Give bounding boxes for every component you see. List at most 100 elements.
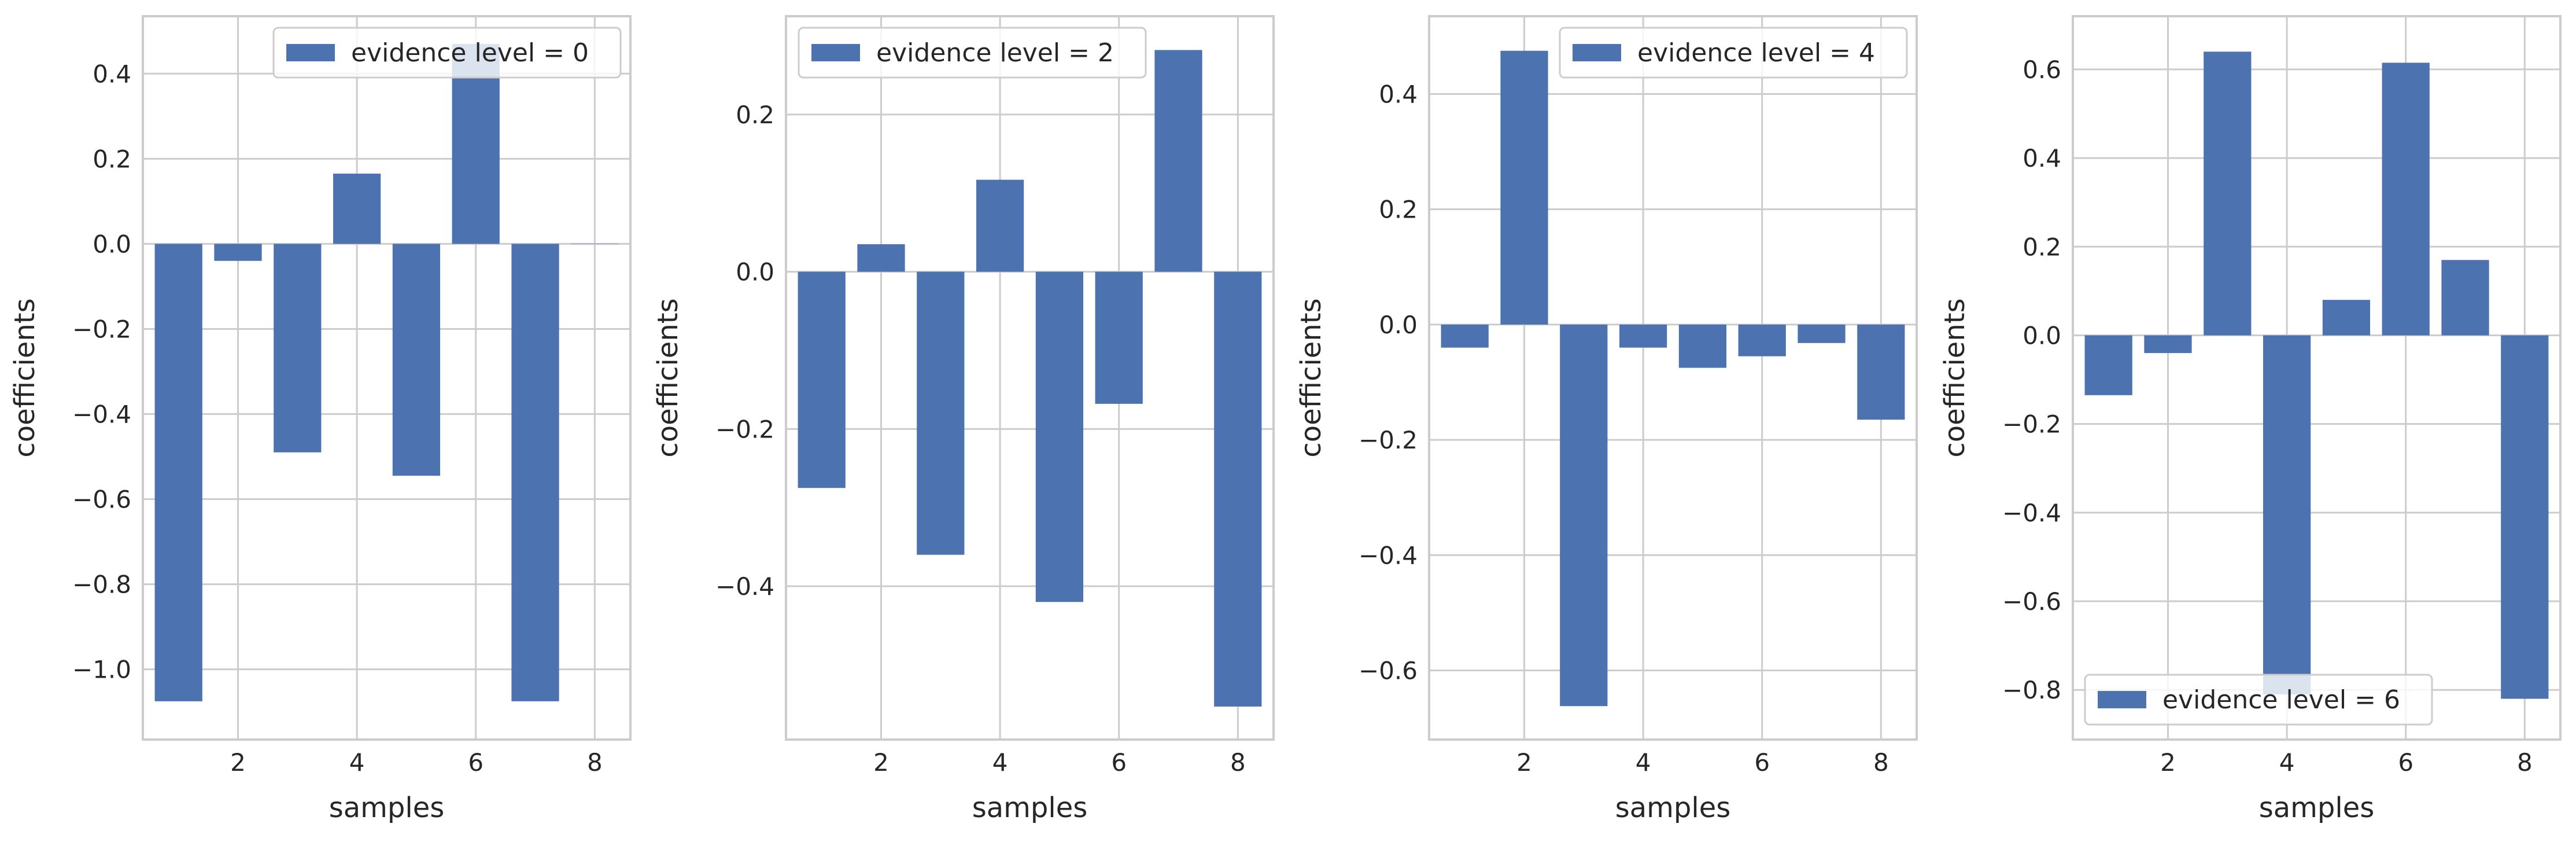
x-tick-label: 8: [1873, 748, 1889, 777]
legend-swatch: [286, 44, 335, 61]
bar-sample-4: [976, 179, 1024, 272]
legend-swatch: [2098, 691, 2146, 708]
subplot-2: 2 4 6 8 −0.4 −0.2 0.0 0.2 samples coefficients evi…: [652, 15, 1275, 824]
y-tick-label: 0.6: [2023, 56, 2061, 84]
bar-sample-2: [2144, 335, 2192, 354]
y-tick-label: −0.8: [2002, 676, 2061, 704]
bar-sample-3: [917, 271, 965, 555]
x-tick-label: 4: [992, 748, 1008, 777]
y-tick-label: −0.4: [72, 400, 131, 429]
bar-sample-4: [333, 174, 381, 244]
y-tick-label: 0.0: [736, 258, 774, 286]
bar-sample-2: [857, 244, 905, 272]
legend-box: [2084, 674, 2433, 726]
legend-label: evidence level = 0: [351, 38, 589, 68]
plot-frame: [142, 15, 632, 741]
y-tick-label: −0.4: [715, 572, 774, 601]
y-axis-label: coefficients: [9, 298, 41, 457]
bar-sample-5: [1035, 271, 1084, 602]
legend: evidence level = 4: [1559, 27, 1908, 79]
subplot-4: 2 4 6 8 −0.8 −0.6 −0.4 −0.2 0.0 0.2 0.4 0.6 samples c…: [1939, 15, 2562, 824]
x-axis-label: samples: [1615, 792, 1731, 824]
x-tick-label: 4: [2279, 748, 2295, 777]
y-tick-label: 0.4: [1379, 80, 1418, 108]
bar-sample-2: [214, 244, 262, 261]
y-tick-label: 0.2: [736, 101, 774, 129]
bar-sample-2: [1500, 50, 1548, 325]
bar-sample-1: [798, 271, 846, 488]
legend-label: evidence level = 2: [876, 38, 1114, 68]
x-tick-label: 8: [587, 748, 603, 777]
bar-sample-7: [511, 244, 559, 701]
x-tick-label: 4: [1636, 748, 1651, 777]
plot-frame: [2072, 15, 2562, 741]
y-tick-label: −0.6: [2002, 587, 2061, 616]
y-tick-label: −1.0: [72, 656, 131, 684]
x-axis-label: samples: [2259, 792, 2375, 824]
x-tick-label: 4: [349, 748, 365, 777]
plot-frame: [1428, 15, 1918, 741]
y-tick-label: 0.2: [1379, 196, 1418, 224]
y-tick-label: −0.4: [2002, 499, 2061, 527]
bar-sample-8: [2501, 335, 2549, 699]
bar-sample-8: [1857, 324, 1905, 420]
bar-sample-6: [1095, 271, 1143, 404]
bar-sample-5: [392, 244, 441, 476]
y-axis-label: coefficients: [1295, 298, 1327, 457]
x-axis-label: samples: [972, 792, 1088, 824]
y-tick-label: 0.0: [2023, 321, 2061, 350]
legend: evidence level = 6: [2084, 674, 2433, 726]
y-tick-label: −0.2: [2002, 410, 2061, 439]
bar-sample-5: [1678, 324, 1727, 368]
bar-sample-3: [2204, 52, 2252, 336]
x-tick-label: 8: [2517, 748, 2533, 777]
x-tick-label: 2: [230, 748, 246, 777]
x-tick-label: 8: [1230, 748, 1246, 777]
y-tick-label: 0.0: [93, 230, 131, 258]
x-axis-label: samples: [329, 792, 445, 824]
legend-swatch: [811, 44, 860, 61]
y-tick-label: −0.8: [72, 571, 131, 599]
legend-label: evidence level = 6: [2162, 685, 2400, 715]
plot-frame: [785, 15, 1275, 741]
bar-sample-5: [2322, 300, 2371, 336]
bar-sample-6: [1738, 324, 1786, 356]
y-tick-label: 0.2: [93, 145, 131, 173]
x-tick-label: 6: [468, 748, 484, 777]
bar-sample-3: [274, 244, 322, 453]
legend: evidence level = 2: [798, 27, 1147, 79]
y-tick-label: −0.2: [715, 415, 774, 443]
bar-sample-6: [2382, 62, 2430, 336]
bar-sample-3: [1560, 324, 1608, 707]
x-tick-label: 6: [2398, 748, 2413, 777]
bar-sample-7: [1798, 324, 1846, 343]
legend-box: [272, 27, 622, 79]
y-tick-label: 0.0: [1379, 311, 1418, 339]
bar-sample-7: [2441, 260, 2489, 336]
x-tick-label: 2: [873, 748, 889, 777]
bar-sample-7: [1154, 50, 1202, 272]
y-tick-label: −0.6: [72, 486, 131, 514]
subplot-1: 2 4 6 8 −1.0 −0.8 −0.6 −0.4 −0.2 0.0 0.2 0.4 samples…: [9, 15, 632, 824]
y-tick-label: −0.4: [1359, 541, 1418, 569]
y-tick-label: 0.2: [2023, 233, 2061, 261]
x-tick-label: 2: [1516, 748, 1532, 777]
bar-sample-1: [1441, 324, 1489, 348]
y-tick-label: −0.2: [1359, 426, 1418, 454]
y-axis-label: coefficients: [652, 298, 684, 457]
x-tick-label: 6: [1754, 748, 1770, 777]
legend-swatch: [1573, 44, 1621, 61]
x-tick-label: 2: [2160, 748, 2176, 777]
subplot-3: 2 4 6 8 −0.6 −0.4 −0.2 0.0 0.2 0.4 samples coeffici…: [1295, 15, 1918, 824]
y-tick-label: −0.6: [1359, 656, 1418, 685]
y-tick-label: 0.4: [2023, 144, 2061, 172]
bar-sample-4: [1619, 324, 1667, 348]
x-tick-label: 6: [1111, 748, 1127, 777]
bar-sample-1: [154, 244, 202, 701]
y-tick-label: 0.4: [93, 60, 131, 88]
legend-box: [798, 27, 1147, 79]
bar-sample-8: [1214, 271, 1262, 707]
legend-label: evidence level = 4: [1637, 38, 1875, 68]
legend-box: [1559, 27, 1908, 79]
